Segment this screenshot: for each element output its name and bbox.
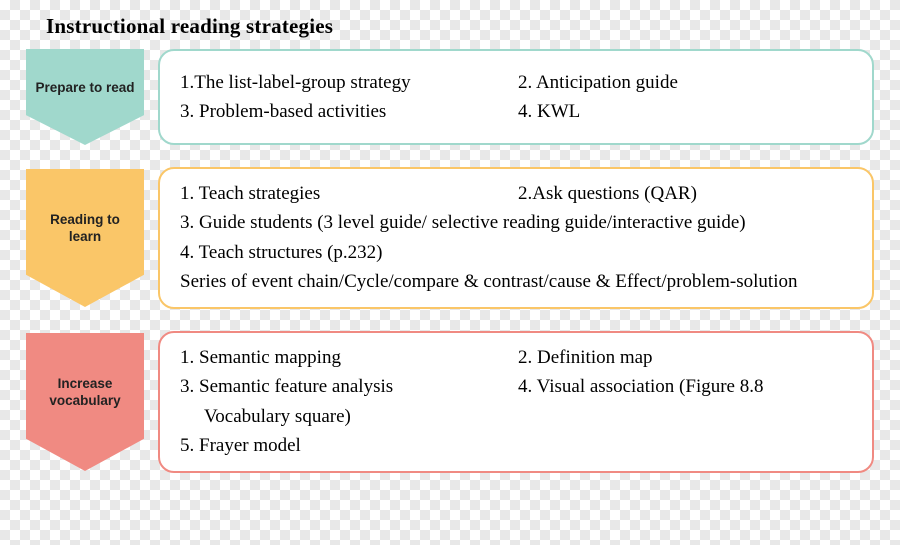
prepare-item-3: 3. Problem-based activities xyxy=(180,97,514,126)
prepare-item-4: 4. KWL xyxy=(518,97,852,126)
vocab-item-5: 5. Frayer model xyxy=(180,431,852,460)
row-prepare-to-read: Prepare to read 1.The list-label-group s… xyxy=(26,49,874,145)
chevron-label-vocab: Increase vocabulary xyxy=(26,333,144,471)
panel-reading-grid: 1. Teach strategies 2.Ask questions (QAR… xyxy=(180,179,852,297)
reading-item-5: Series of event chain/Cycle/compare & co… xyxy=(180,267,852,296)
page-title: Instructional reading strategies xyxy=(46,14,874,39)
chevron-reading: Reading to learn xyxy=(26,167,144,309)
panel-reading: 1. Teach strategies 2.Ask questions (QAR… xyxy=(158,167,874,309)
reading-item-3: 3. Guide students (3 level guide/ select… xyxy=(180,208,852,237)
row-increase-vocab: Increase vocabulary 1. Semantic mapping … xyxy=(26,331,874,473)
vocab-item-blank xyxy=(518,402,852,431)
reading-item-2: 2.Ask questions (QAR) xyxy=(518,179,852,208)
panel-vocab: 1. Semantic mapping 2. Definition map 3.… xyxy=(158,331,874,473)
chevron-shape-vocab: Increase vocabulary xyxy=(26,333,144,471)
row-reading-to-learn: Reading to learn 1. Teach strategies 2.A… xyxy=(26,167,874,309)
chevron-label-reading: Reading to learn xyxy=(26,169,144,307)
reading-item-4: 4. Teach structures (p.232) xyxy=(180,238,852,267)
chevron-shape-reading: Reading to learn xyxy=(26,169,144,307)
panel-prepare: 1.The list-label-group strategy 2. Antic… xyxy=(158,49,874,145)
vocab-item-4: 4. Visual association (Figure 8.8 xyxy=(518,372,852,401)
chevron-vocab: Increase vocabulary xyxy=(26,331,144,473)
vocab-item-2: 2. Definition map xyxy=(518,343,852,372)
prepare-item-1: 1.The list-label-group strategy xyxy=(180,68,514,97)
vocab-item-3b: Vocabulary square) xyxy=(180,402,514,431)
chevron-shape-prepare: Prepare to read xyxy=(26,49,144,145)
prepare-item-2: 2. Anticipation guide xyxy=(518,68,852,97)
chevron-prepare: Prepare to read xyxy=(26,49,144,145)
reading-item-1: 1. Teach strategies xyxy=(180,179,514,208)
vocab-item-1: 1. Semantic mapping xyxy=(180,343,514,372)
chevron-label-prepare: Prepare to read xyxy=(26,49,144,145)
panel-vocab-grid: 1. Semantic mapping 2. Definition map 3.… xyxy=(180,343,852,461)
rows-container: Prepare to read 1.The list-label-group s… xyxy=(26,49,874,473)
vocab-item-3: 3. Semantic feature analysis xyxy=(180,372,514,401)
panel-prepare-grid: 1.The list-label-group strategy 2. Antic… xyxy=(180,68,852,127)
